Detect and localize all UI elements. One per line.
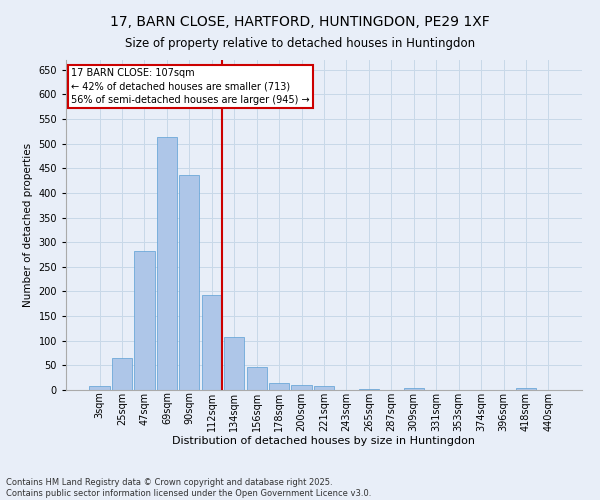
Text: Size of property relative to detached houses in Huntingdon: Size of property relative to detached ho… bbox=[125, 38, 475, 51]
Bar bbox=[202, 295, 222, 390]
Bar bbox=[224, 338, 244, 390]
Bar bbox=[247, 368, 267, 390]
Text: 17 BARN CLOSE: 107sqm
← 42% of detached houses are smaller (713)
56% of semi-det: 17 BARN CLOSE: 107sqm ← 42% of detached … bbox=[71, 68, 310, 104]
X-axis label: Distribution of detached houses by size in Huntingdon: Distribution of detached houses by size … bbox=[173, 436, 476, 446]
Text: 17, BARN CLOSE, HARTFORD, HUNTINGDON, PE29 1XF: 17, BARN CLOSE, HARTFORD, HUNTINGDON, PE… bbox=[110, 15, 490, 29]
Bar bbox=[292, 385, 311, 390]
Bar bbox=[134, 250, 155, 390]
Bar bbox=[404, 388, 424, 390]
Bar bbox=[269, 382, 289, 390]
Bar bbox=[359, 388, 379, 390]
Bar bbox=[112, 358, 132, 390]
Bar bbox=[89, 386, 110, 390]
Text: Contains HM Land Registry data © Crown copyright and database right 2025.
Contai: Contains HM Land Registry data © Crown c… bbox=[6, 478, 371, 498]
Bar bbox=[314, 386, 334, 390]
Bar bbox=[179, 175, 199, 390]
Bar bbox=[516, 388, 536, 390]
Bar bbox=[157, 138, 177, 390]
Y-axis label: Number of detached properties: Number of detached properties bbox=[23, 143, 33, 307]
